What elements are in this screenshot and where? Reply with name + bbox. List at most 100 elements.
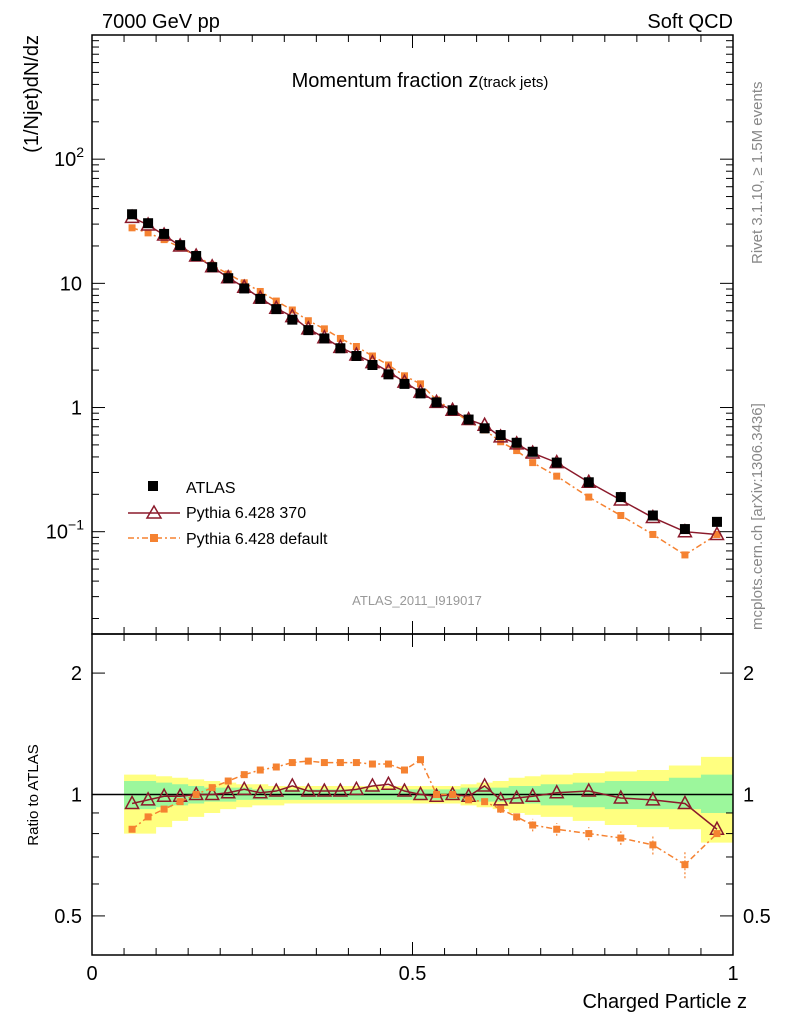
ratio-point-pythia_default (481, 798, 489, 806)
ratio-point-pythia_default (320, 759, 328, 767)
ratio-point-pythia370 (613, 789, 629, 804)
main-point-data (511, 437, 522, 448)
main-point-data (351, 350, 362, 361)
ratio-bands (92, 756, 734, 843)
main-point-data (415, 388, 426, 399)
header-left: 7000 GeV pp (102, 11, 220, 33)
main-point-data (583, 477, 594, 488)
ratio-point-pythia370 (204, 785, 220, 801)
main-line-pythia_default (131, 227, 718, 556)
ratio-point-pythia_default (497, 805, 505, 813)
main-point-pythia_default (713, 530, 721, 538)
ratio-point-pythia370 (508, 789, 525, 804)
ratio-plot-panel: Ratio to ATLAS 0 0.5 1 2 2 1 1 0.5 0.5 Charged P… (25, 633, 771, 1013)
ratio-point-pythia_default (272, 763, 280, 771)
main-point-pythia_default (336, 334, 344, 342)
main-point-pythia_default (513, 447, 521, 455)
ratio-point-pythia370 (548, 784, 565, 799)
ratio-point-pythia370 (492, 791, 509, 806)
main-point-data (239, 283, 250, 294)
ratio-point-pythia_default (513, 813, 521, 821)
main-point-data (615, 492, 626, 503)
main-point-data (495, 430, 506, 441)
ratio-point-pythia_default (368, 760, 376, 768)
main-point-pythia370 (709, 525, 725, 541)
main-point-data (207, 262, 218, 273)
legend: ATLAS Pythia 6.428 370 Pythia 6.428 defa… (128, 480, 328, 548)
ratio-point-pythia_default (529, 821, 537, 829)
main-ytick-label: 102 (54, 144, 84, 171)
legend-item-atlas: ATLAS (148, 480, 236, 497)
legend-pythia370-marker (145, 504, 163, 519)
header-right: Soft QCD (647, 11, 733, 33)
ratio-point-pythia_default (128, 825, 136, 833)
main-point-data (711, 516, 722, 527)
ratio-point-pythia370 (412, 785, 429, 801)
main-point-data (367, 359, 378, 370)
source-label: mcplots.cern.ch [arXiv:1306.3436] (749, 403, 766, 630)
ratio-ytick-label-left: 2 (71, 663, 82, 685)
ratio-point-pythia_default (681, 861, 689, 869)
ratio-point-pythia370 (332, 782, 349, 797)
ratio-point-pythia_default (208, 784, 216, 792)
main-point-data (255, 293, 266, 304)
analysis-label: ATLAS_2011_I919017 (352, 593, 482, 608)
main-series-layer (124, 208, 725, 559)
ratio-point-pythia_default (224, 777, 232, 785)
legend-atlas-label: ATLAS (186, 480, 236, 497)
x-tick-label: 1 (727, 963, 738, 985)
main-point-data (127, 209, 138, 220)
main-point-pythia_default (144, 229, 152, 237)
ratio-point-pythia_default (433, 791, 441, 798)
main-point-data (143, 218, 154, 229)
legend-item-pythia370: Pythia 6.428 370 (128, 504, 306, 522)
ratio-point-pythia370 (476, 777, 493, 792)
main-point-pythia_default (529, 459, 537, 467)
legend-pythia-default-label: Pythia 6.428 default (186, 531, 328, 548)
ratio-point-pythia_default (713, 830, 721, 838)
ratio-series-layer (124, 756, 725, 879)
ratio-point-pythia370 (645, 791, 661, 806)
ratio-point-pythia370 (252, 784, 269, 799)
main-point-pythia_default (553, 472, 561, 480)
ratio-point-pythia370 (268, 782, 285, 797)
x-tick-label: 0 (86, 963, 97, 985)
ratio-point-pythia_default (160, 805, 168, 813)
legend-pythia-default-marker (150, 534, 158, 542)
ratio-point-pythia_default (384, 760, 392, 768)
ratio-point-pythia_default (352, 759, 360, 767)
main-ytick-label: 10 (60, 273, 82, 295)
ratio-point-pythia370 (364, 777, 381, 792)
ratio-ytick-label-right: 0.5 (743, 906, 771, 928)
main-point-data (479, 423, 490, 434)
ratio-point-pythia370 (396, 782, 413, 797)
ratio-point-pythia_default (304, 757, 312, 765)
ratio-ytick-label-left: 0.5 (54, 906, 82, 928)
main-point-data (551, 457, 562, 468)
ratio-point-pythia_default (585, 830, 593, 838)
main-point-data (175, 240, 186, 251)
ratio-point-pythia_default (240, 771, 248, 779)
main-point-pythia_default (681, 551, 689, 559)
ratio-point-pythia370 (524, 787, 541, 803)
main-point-data (159, 228, 170, 239)
main-point-data (383, 369, 394, 380)
main-point-data (431, 397, 442, 408)
main-axes: 102 10 1 10−1 (46, 34, 734, 635)
main-point-data (287, 314, 298, 325)
ratio-point-pythia370 (348, 780, 365, 796)
rivet-label: Rivet 3.1.10, ≥ 1.5M events (749, 82, 766, 265)
main-point-pythia_default (585, 493, 593, 501)
main-point-data (191, 251, 202, 262)
main-point-data (399, 378, 410, 389)
main-point-data (335, 343, 346, 354)
ratio-point-pythia370 (581, 782, 597, 797)
main-title: Momentum fraction z(track jets) (292, 70, 549, 92)
ratio-point-pythia370 (316, 782, 333, 797)
main-point-data (679, 524, 690, 535)
legend-atlas-marker (148, 481, 158, 491)
ratio-point-pythia_default (176, 798, 184, 806)
legend-item-pythia-default: Pythia 6.428 default (128, 531, 328, 548)
ratio-point-pythia_default (288, 759, 296, 767)
